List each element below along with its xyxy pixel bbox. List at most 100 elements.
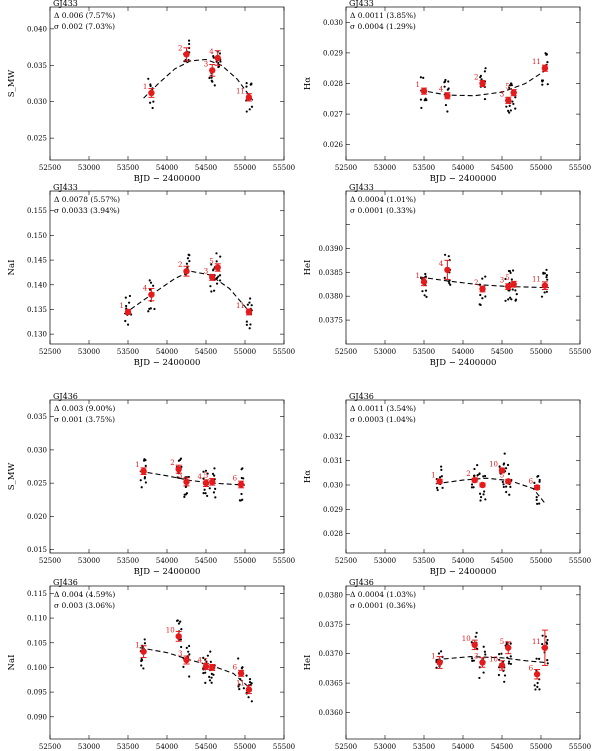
y-tick-label: 0.030 [323, 19, 343, 27]
y-tick-label: 0.0375 [319, 621, 344, 629]
raw-point [508, 84, 512, 87]
binned-point [214, 264, 221, 271]
x-tick-label: 53500 [413, 348, 435, 356]
raw-point [538, 502, 541, 505]
raw-point [509, 109, 512, 112]
x-tick-label: 53000 [374, 743, 396, 751]
raw-point [204, 492, 207, 495]
bin-label: 4 [209, 48, 214, 56]
x-tick-label: 54500 [491, 348, 513, 356]
raw-point [484, 295, 487, 298]
binned-point [541, 644, 549, 651]
raw-point [144, 481, 147, 484]
bin-label: 5 [505, 83, 509, 91]
star-name: GJ436 [53, 578, 78, 587]
raw-point [202, 477, 205, 480]
binned-point [533, 484, 541, 491]
x-tick-label: 55000 [234, 164, 256, 172]
raw-point [144, 464, 147, 467]
raw-point [478, 472, 481, 476]
raw-point [533, 481, 536, 484]
raw-point [546, 659, 549, 662]
binned-point [183, 51, 190, 58]
binned-point [214, 54, 221, 62]
raw-point [514, 299, 517, 302]
x-tick-label: 55500 [273, 164, 295, 172]
raw-point [125, 304, 128, 308]
bin-label: 10 [166, 626, 175, 634]
y-tick-label: 0.115 [27, 590, 47, 598]
raw-point [478, 676, 481, 680]
binned-point [183, 656, 190, 664]
raw-point [237, 685, 240, 688]
raw-point [538, 688, 541, 691]
x-tick-label: 54500 [491, 557, 513, 565]
delta-stat: Δ 0.0004 (1.03%) [350, 590, 416, 599]
raw-point [507, 109, 510, 112]
binned-point [237, 481, 245, 488]
x-tick-label: 53000 [78, 164, 100, 172]
bin-label: 2 [466, 470, 470, 478]
sigma-stat: σ 0.0004 (1.29%) [350, 22, 416, 31]
raw-point [248, 108, 251, 111]
bin-label: 1 [143, 83, 147, 91]
binned-point [510, 89, 517, 96]
raw-point [444, 78, 447, 82]
y-axis-label: Hα [303, 470, 313, 483]
raw-point [515, 293, 518, 296]
binned-point [479, 80, 486, 87]
raw-point [250, 682, 253, 685]
raw-point [213, 289, 216, 292]
raw-point [541, 634, 544, 637]
raw-point [501, 480, 504, 484]
raw-point [446, 110, 449, 113]
raw-point [482, 671, 485, 674]
raw-point [248, 678, 252, 681]
x-tick-label: 54000 [156, 348, 178, 356]
raw-point [140, 664, 143, 667]
x-tick-label: 55000 [234, 348, 256, 356]
raw-point [149, 281, 153, 284]
binned-point [420, 87, 428, 95]
raw-point [210, 290, 213, 293]
raw-point [533, 684, 536, 687]
raw-point [508, 104, 511, 107]
raw-point [441, 486, 444, 489]
raw-point [218, 279, 222, 282]
raw-point [215, 276, 219, 280]
raw-point [211, 80, 214, 83]
x-tick-label: 52500 [335, 743, 357, 751]
raw-point [215, 282, 219, 285]
raw-point [142, 667, 145, 670]
raw-point [147, 310, 150, 313]
raw-point [143, 642, 147, 645]
x-tick-label: 52500 [335, 557, 357, 565]
raw-point [504, 299, 507, 302]
bin-label: 4 [143, 285, 148, 293]
x-tick-label: 54500 [491, 164, 513, 172]
y-axis-label: Hα [303, 77, 313, 90]
binned-point [505, 97, 512, 104]
raw-point [208, 679, 212, 682]
x-tick-label: 55000 [530, 557, 552, 565]
raw-point [140, 486, 143, 489]
y-tick-label: 0.110 [27, 615, 47, 623]
y-tick-label: 0.025 [27, 135, 47, 143]
x-tick-label: 55000 [530, 164, 552, 172]
raw-point [481, 277, 484, 280]
raw-point [505, 490, 508, 494]
raw-point [545, 642, 549, 645]
bin-label: 6 [233, 474, 238, 482]
raw-point [202, 492, 205, 495]
binned-point [245, 94, 253, 101]
raw-point [509, 485, 512, 488]
x-axis-label: BJD − 2400000 [430, 174, 497, 184]
raw-point [535, 657, 538, 660]
panel-3: 52500 53000 53500 54000 54500 55000 55500 0.037… [303, 183, 591, 368]
raw-point [210, 263, 213, 266]
bin-label: 6 [529, 664, 534, 672]
raw-point [504, 277, 507, 281]
raw-point [538, 478, 541, 482]
raw-point [536, 681, 539, 685]
